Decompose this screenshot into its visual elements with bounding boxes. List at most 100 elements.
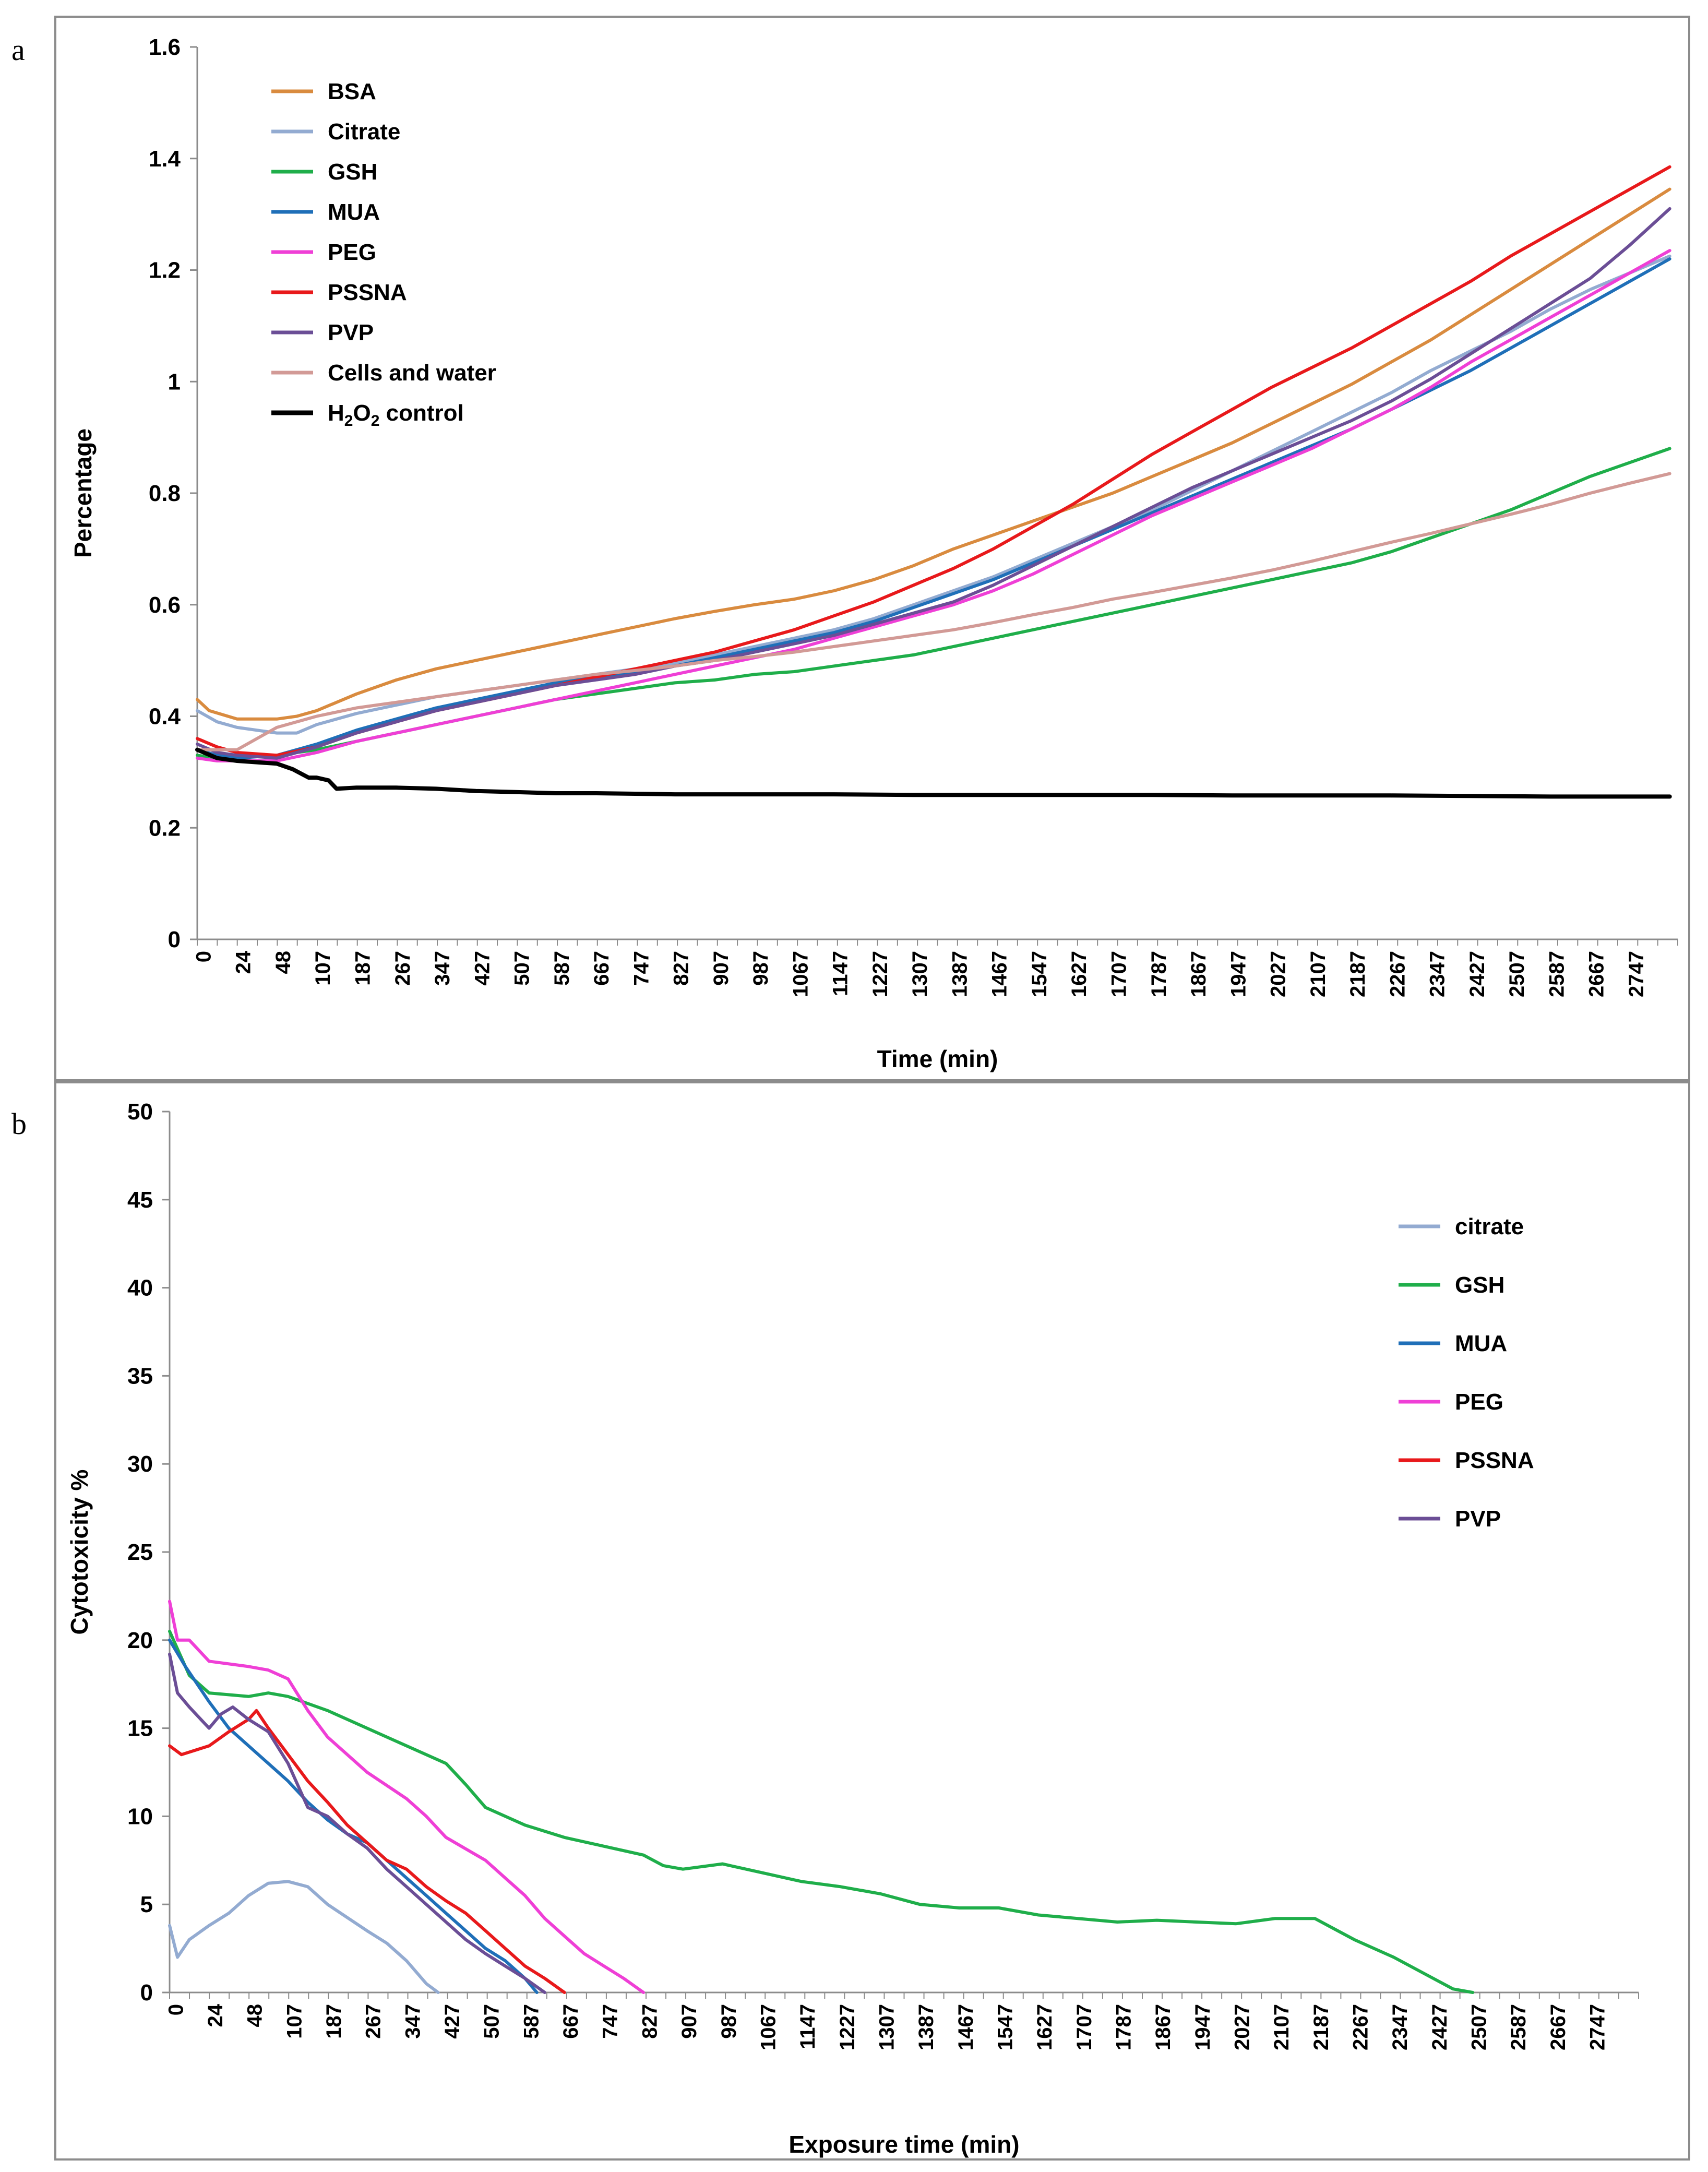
series-line-mua <box>196 257 1671 760</box>
x-tick-label: 1307 <box>875 2004 898 2050</box>
x-tick-label: 1467 <box>954 2004 977 2050</box>
panel-label-a: a <box>11 33 25 67</box>
x-tick-label: 827 <box>638 2004 661 2039</box>
x-tick-label: 2587 <box>1507 2004 1530 2050</box>
legend-label: PSSNA <box>1455 1448 1534 1473</box>
x-tick-label: 347 <box>431 951 454 986</box>
y-tick-label: 35 <box>127 1363 153 1389</box>
legend-label: PSSNA <box>328 280 407 305</box>
y-tick-label: 0.2 <box>149 815 181 841</box>
x-tick-label: 2107 <box>1307 951 1330 997</box>
x-tick-label: 2107 <box>1270 2004 1293 2050</box>
panel-b <box>54 1081 1690 2161</box>
x-tick-label: 1067 <box>757 2004 780 2050</box>
y-tick-label: 1.4 <box>149 146 181 172</box>
series-line-h2o2-control <box>195 747 1672 799</box>
legend-label: Citrate <box>328 119 400 145</box>
x-tick-label: 587 <box>520 2004 543 2039</box>
x-tick-label: 667 <box>559 2004 582 2039</box>
y-tick-label: 0 <box>140 1980 153 2006</box>
panel-a <box>54 16 1690 1081</box>
y-tick-label: 0 <box>168 927 181 952</box>
x-tick-label: 1387 <box>915 2004 938 2050</box>
y-tick-label: 25 <box>127 1540 153 1565</box>
y-tick-label: 50 <box>127 1099 153 1125</box>
x-axis-title: Exposure time (min) <box>789 2131 1019 2158</box>
x-tick-label: 107 <box>283 2004 306 2039</box>
y-tick-label: 1.6 <box>149 34 181 60</box>
x-tick-label: 587 <box>551 951 574 986</box>
x-tick-label: 1547 <box>1028 951 1051 997</box>
series-line-cells-and-water <box>196 472 1671 751</box>
x-tick-label: 2027 <box>1267 951 1290 997</box>
legend-label: PVP <box>1455 1506 1501 1532</box>
x-tick-label: 2347 <box>1389 2004 1412 2050</box>
x-tick-label: 1867 <box>1152 2004 1175 2050</box>
legend-label: PEG <box>1455 1389 1503 1415</box>
x-tick-label: 2187 <box>1310 2004 1333 2050</box>
series-line-citrate <box>168 1880 440 1994</box>
legend-label: GSH <box>328 159 377 185</box>
x-tick-label: 2667 <box>1585 951 1608 997</box>
x-tick-label: 0 <box>164 2004 187 2015</box>
y-tick-label: 10 <box>127 1804 153 1829</box>
x-tick-label: 827 <box>670 951 693 986</box>
legend-label: citrate <box>1455 1214 1524 1239</box>
legend-label: PVP <box>328 320 374 345</box>
x-tick-label: 48 <box>244 2004 267 2027</box>
series-line-pssna <box>168 1709 566 1994</box>
x-tick-label: 907 <box>710 951 733 986</box>
x-tick-label: 2427 <box>1428 2004 1451 2050</box>
series-line-pvp <box>168 1652 546 1994</box>
legend-label: GSH <box>1455 1272 1504 1298</box>
x-tick-label: 24 <box>204 2003 227 2027</box>
x-tick-label: 1387 <box>948 951 971 997</box>
y-axis-title: Percentage <box>69 428 97 558</box>
x-tick-label: 1227 <box>869 951 892 997</box>
x-tick-label: 24 <box>232 950 255 974</box>
x-tick-label: 267 <box>362 2004 385 2039</box>
x-tick-label: 2267 <box>1349 2004 1372 2050</box>
legend-label: Cells and water <box>328 360 496 386</box>
y-tick-label: 20 <box>127 1628 153 1653</box>
x-tick-label: 1227 <box>836 2004 859 2050</box>
series-line-peg <box>196 249 1671 762</box>
y-tick-label: 0.4 <box>149 704 181 730</box>
x-tick-label: 1147 <box>829 951 852 996</box>
y-tick-label: 0.8 <box>149 481 181 506</box>
y-tick-label: 1.2 <box>149 258 181 283</box>
x-tick-label: 2747 <box>1625 951 1648 997</box>
x-tick-label: 1147 <box>796 2004 819 2049</box>
x-tick-label: 2507 <box>1468 2004 1491 2050</box>
x-tick-label: 747 <box>630 951 653 986</box>
x-tick-label: 1947 <box>1227 951 1250 997</box>
x-tick-label: 987 <box>749 951 772 986</box>
x-tick-label: 2267 <box>1386 951 1409 997</box>
chart-a: 0 0.2 0.4 0.6 0.8 1 1.2 1.4 1.6 0 24 48 107 187 267 347… <box>69 34 1678 1072</box>
legend: BSA Citrate GSH MUA PEG PSSNA PVP Cells and wat… <box>271 79 496 429</box>
series-line-bsa <box>196 187 1671 721</box>
x-tick-label: 1787 <box>1148 951 1170 997</box>
y-tick-label: 0.6 <box>149 592 181 618</box>
x-tick-label: 1707 <box>1073 2004 1096 2050</box>
x-tick-label: 1627 <box>1068 951 1091 997</box>
x-tick-label: 187 <box>323 2004 345 2039</box>
x-tick-label: 187 <box>351 951 374 986</box>
y-tick-label: 40 <box>127 1275 153 1301</box>
x-tick-label: 48 <box>272 951 295 974</box>
legend-label: MUA <box>328 199 380 225</box>
panel-label-b: b <box>11 1107 27 1141</box>
x-tick-label: 507 <box>511 951 534 986</box>
x-tick-label: 0 <box>192 951 215 962</box>
legend-label: PEG <box>328 240 376 265</box>
legend-label: H2O2 control <box>328 400 464 429</box>
x-tick-label: 2747 <box>1586 2004 1609 2050</box>
x-tick-label: 427 <box>471 951 494 986</box>
x-tick-label: 1787 <box>1112 2004 1135 2050</box>
x-tick-label: 1307 <box>909 951 931 997</box>
y-tick-label: 1 <box>168 369 181 395</box>
x-tick-label: 2507 <box>1506 951 1528 997</box>
x-tick-label: 2187 <box>1346 951 1369 997</box>
x-tick-label: 267 <box>391 951 414 986</box>
